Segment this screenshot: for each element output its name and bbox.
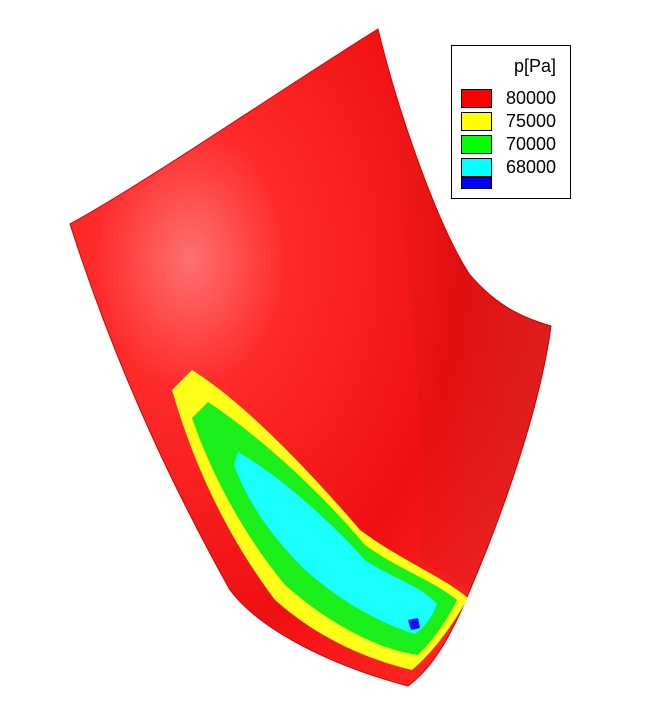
legend-swatch-red bbox=[461, 89, 492, 108]
legend-title: p[Pa] bbox=[513, 56, 556, 76]
blade-right-shading bbox=[378, 29, 551, 590]
legend-entry bbox=[461, 175, 567, 198]
legend-label: 80000 bbox=[506, 88, 557, 108]
legend-swatch-cyan bbox=[461, 158, 492, 177]
legend-swatch-green bbox=[461, 135, 492, 154]
contour-band-min bbox=[408, 618, 420, 630]
legend-swatch-yellow bbox=[461, 112, 492, 131]
legend-swatch-blue bbox=[461, 177, 492, 189]
legend-label: 70000 bbox=[506, 134, 557, 154]
legend-entry: 70000 bbox=[461, 133, 567, 156]
legend: p[Pa] 80000 75000 70000 68000 bbox=[451, 45, 571, 199]
legend-label: 68000 bbox=[506, 157, 557, 177]
legend-entry: 68000 bbox=[461, 156, 567, 179]
legend-entry: 75000 bbox=[461, 110, 567, 133]
legend-entry: 80000 bbox=[461, 87, 567, 110]
legend-label: 75000 bbox=[506, 111, 557, 131]
contour-band-68000 bbox=[234, 452, 437, 634]
